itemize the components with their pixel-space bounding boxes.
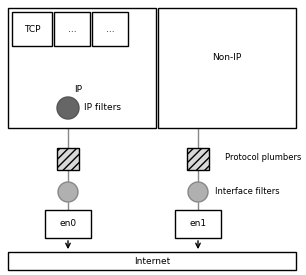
Bar — [175, 210, 221, 238]
Bar — [45, 210, 91, 238]
Text: IP: IP — [74, 86, 82, 95]
Text: TCP: TCP — [24, 24, 40, 34]
Bar — [12, 12, 52, 46]
Bar — [92, 12, 128, 46]
Bar — [8, 8, 156, 128]
Bar — [8, 252, 296, 270]
Circle shape — [188, 182, 208, 202]
Circle shape — [57, 97, 79, 119]
Text: Internet: Internet — [134, 257, 170, 265]
Circle shape — [58, 182, 78, 202]
Bar — [57, 148, 79, 170]
Text: IP filters: IP filters — [84, 103, 121, 112]
Bar — [187, 148, 209, 170]
Bar — [54, 12, 90, 46]
Text: Non-IP: Non-IP — [212, 54, 242, 62]
Text: en0: en0 — [59, 219, 76, 229]
Bar — [158, 8, 296, 128]
Text: ...: ... — [106, 24, 114, 34]
Text: ...: ... — [68, 24, 76, 34]
Text: en1: en1 — [189, 219, 207, 229]
Text: Protocol plumbers: Protocol plumbers — [225, 153, 301, 163]
Text: Interface filters: Interface filters — [215, 188, 280, 197]
